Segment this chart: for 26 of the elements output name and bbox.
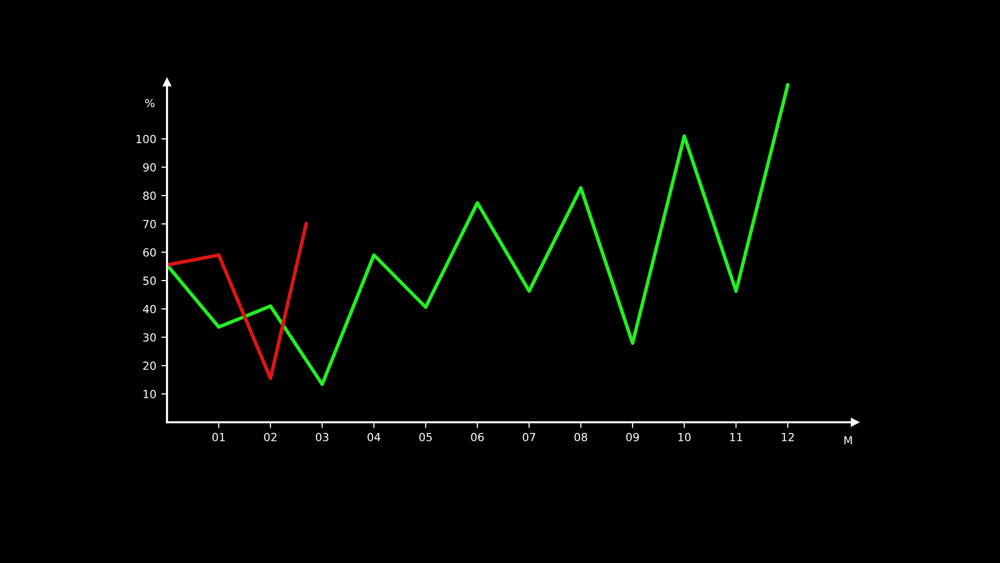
x-tick-label: 06 [471, 432, 484, 442]
y-tick-label: 20 [143, 362, 156, 370]
x-tick-label: 12 [782, 432, 794, 442]
x-tick-label: 09 [626, 432, 639, 442]
x-tick-label: 02 [264, 432, 276, 442]
y-tick-label: 70 [143, 220, 156, 228]
x-tick-label: 11 [730, 433, 742, 442]
y-tick-label: 80 [143, 192, 156, 200]
y-axis-title: % [145, 98, 154, 108]
y-tick-label: 60 [143, 248, 156, 257]
x-tick-label: 08 [574, 432, 588, 442]
x-tick-label: 01 [212, 432, 225, 442]
y-tick-label: 10 [144, 390, 156, 398]
line-series [167, 222, 308, 380]
x-tick-label: 05 [419, 432, 432, 442]
x-tick-label: 07 [522, 432, 536, 442]
y-tick-label: 30 [143, 333, 156, 342]
y-tick-label: 50 [143, 276, 156, 285]
x-tick-label: 10 [678, 432, 691, 442]
y-tick-label: 90 [143, 163, 156, 172]
y-tick-label: 100 [136, 134, 156, 144]
x-tick-label: 03 [316, 432, 328, 442]
y-tick-label: 40 [142, 304, 156, 314]
x-tick-label: 04 [368, 432, 380, 442]
line-series [167, 83, 790, 386]
x-axis-title: M [844, 436, 852, 444]
